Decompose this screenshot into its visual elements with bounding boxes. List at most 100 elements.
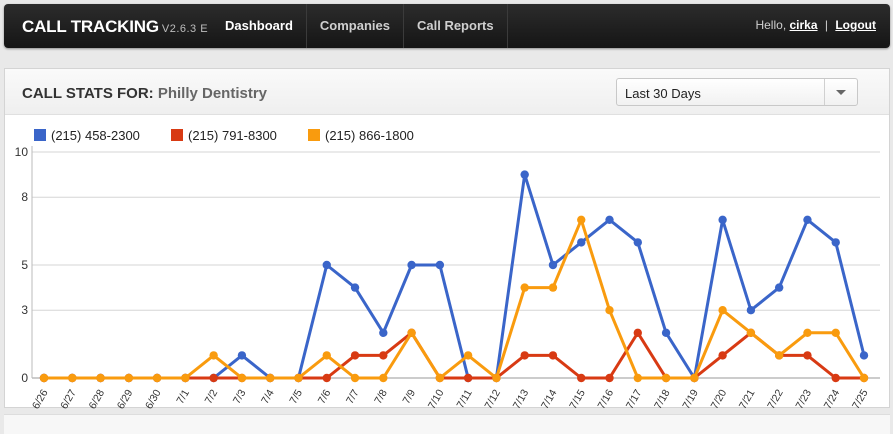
data-point	[803, 215, 812, 224]
data-point	[633, 328, 642, 337]
user-separator: |	[824, 18, 828, 32]
data-point	[520, 351, 529, 360]
company-name: Philly Dentistry	[157, 85, 268, 102]
data-point	[633, 373, 642, 383]
data-point	[463, 373, 473, 383]
x-tick-label: 7/15	[567, 387, 588, 410]
data-point	[96, 373, 105, 383]
data-point	[379, 328, 388, 337]
dropdown-button[interactable]	[824, 79, 857, 105]
legend-label: (215) 458-2300	[51, 128, 140, 143]
brand-name: CALL TRACKING	[22, 17, 159, 36]
data-point	[718, 306, 727, 315]
data-point	[831, 328, 840, 337]
main-nav: Dashboard Companies Call Reports	[212, 4, 508, 48]
top-navbar: CALL TRACKING V2.6.3 E Dashboard Companie…	[4, 4, 890, 48]
x-tick-label: 7/8	[372, 387, 390, 406]
data-point	[322, 373, 331, 383]
data-point	[577, 373, 586, 383]
data-point	[237, 351, 247, 360]
data-point	[803, 351, 812, 360]
x-tick-label: 7/25	[850, 387, 871, 410]
x-tick-label: 7/2	[203, 387, 221, 406]
data-point	[633, 238, 642, 247]
data-point	[548, 283, 558, 292]
data-point	[859, 351, 869, 360]
data-point	[322, 351, 331, 360]
x-tick-label: 6/29	[115, 387, 136, 410]
data-point	[803, 328, 812, 337]
call-stats-panel: CALL STATS FOR: Philly Dentistry Last 30…	[4, 68, 890, 408]
x-tick-label: 7/16	[596, 387, 617, 410]
data-point	[435, 373, 445, 383]
chevron-down-icon	[836, 90, 846, 95]
data-point	[859, 373, 869, 383]
x-tick-label: 7/23	[793, 387, 814, 410]
data-point	[209, 351, 218, 360]
data-point	[39, 373, 49, 383]
call-stats-chart: 0 3 5 8 10 6/26 6/27 6/28 6/29 6/30 7/1 7/2 7/3 7/4 7/…	[15, 128, 880, 410]
data-point	[152, 373, 162, 383]
x-tick-label: 6/27	[58, 387, 79, 410]
data-point	[124, 373, 134, 383]
y-tick-label: 3	[21, 303, 28, 317]
data-point	[661, 373, 671, 383]
app-version: V2.6.3 E	[161, 23, 209, 35]
x-tick-label: 7/10	[426, 387, 447, 410]
x-tick-label: 7/9	[400, 387, 418, 406]
data-point	[774, 283, 784, 292]
legend-swatch	[34, 129, 46, 141]
brand[interactable]: CALL TRACKING V2.6.3 E	[22, 17, 208, 37]
data-point	[407, 260, 416, 270]
data-point	[774, 351, 784, 360]
x-tick-label: 7/14	[539, 387, 560, 410]
x-tick-label: 7/18	[652, 387, 673, 410]
x-tick-label: 7/4	[259, 387, 277, 406]
data-point	[435, 260, 445, 270]
data-point	[577, 215, 586, 224]
x-tick-label: 7/19	[680, 387, 701, 410]
data-point	[209, 373, 218, 383]
series-line	[44, 173, 866, 380]
panel-title-prefix: CALL STATS FOR:	[22, 85, 154, 102]
data-point	[266, 373, 275, 383]
data-point	[492, 373, 501, 383]
y-tick-label: 5	[21, 258, 28, 272]
legend-swatch	[171, 129, 183, 141]
x-tick-label: 7/3	[231, 387, 249, 406]
nav-dashboard[interactable]: Dashboard	[212, 4, 307, 48]
data-point	[407, 328, 416, 337]
date-range-select[interactable]: Last 30 Days	[616, 78, 858, 106]
data-point	[294, 373, 303, 383]
y-tick-label: 8	[21, 190, 28, 204]
nav-companies[interactable]: Companies	[307, 4, 404, 48]
data-point	[690, 373, 699, 383]
data-point	[746, 328, 756, 337]
x-tick-label: 7/12	[482, 387, 503, 410]
x-tick-label: 7/11	[455, 387, 475, 410]
data-point	[463, 351, 473, 360]
legend-swatch	[308, 129, 320, 141]
panel-title: CALL STATS FOR: Philly Dentistry	[22, 85, 267, 102]
user-area: Hello, cirka | Logout	[755, 18, 876, 32]
legend-label: (215) 791-8300	[188, 128, 277, 143]
data-point	[718, 351, 727, 360]
x-tick-label: 6/26	[30, 387, 51, 410]
series-line	[44, 218, 866, 380]
data-point	[746, 306, 756, 315]
data-point	[322, 260, 331, 270]
data-point	[831, 373, 840, 383]
x-tick-label: 7/13	[511, 387, 532, 410]
x-tick-label: 6/28	[87, 387, 108, 410]
data-point	[661, 328, 671, 337]
data-point	[577, 238, 586, 247]
data-point	[68, 373, 77, 383]
data-point	[181, 373, 190, 383]
logout-link[interactable]: Logout	[835, 18, 876, 32]
data-point	[350, 351, 360, 360]
nav-call-reports[interactable]: Call Reports	[404, 4, 508, 48]
username-link[interactable]: cirka	[789, 18, 818, 32]
y-tick-label: 0	[21, 371, 28, 385]
x-tick-label: 7/20	[709, 387, 730, 410]
data-point	[350, 373, 360, 383]
